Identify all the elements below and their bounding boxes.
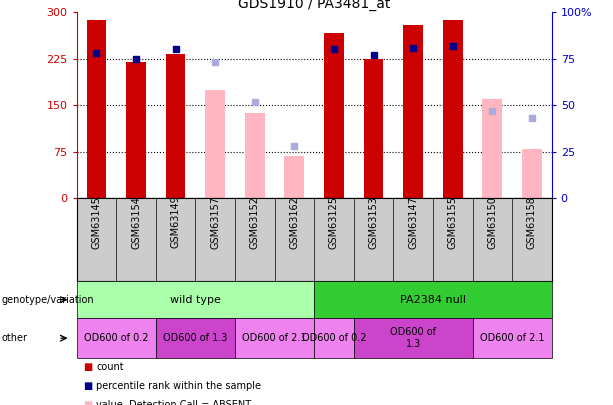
Text: ■: ■: [83, 362, 92, 371]
Bar: [156, 318, 235, 358]
Bar: [77, 281, 314, 318]
Text: other: other: [1, 333, 27, 343]
Bar: [126, 62, 146, 198]
Bar: [166, 54, 186, 198]
Text: OD600 of 0.2: OD600 of 0.2: [302, 333, 366, 343]
Text: count: count: [96, 362, 124, 371]
Text: OD600 of 2.1: OD600 of 2.1: [480, 333, 544, 343]
Text: PA2384 null: PA2384 null: [400, 295, 466, 305]
Text: wild type: wild type: [170, 295, 221, 305]
Bar: [354, 318, 473, 358]
Bar: [443, 20, 463, 198]
Text: OD600 of 0.2: OD600 of 0.2: [84, 333, 148, 343]
Bar: [77, 318, 156, 358]
Text: value, Detection Call = ABSENT: value, Detection Call = ABSENT: [96, 401, 251, 405]
Text: OD600 of
1.3: OD600 of 1.3: [390, 327, 436, 349]
Bar: [314, 281, 552, 318]
Text: ■: ■: [83, 401, 92, 405]
Title: GDS1910 / PA3481_at: GDS1910 / PA3481_at: [238, 0, 390, 11]
Bar: [284, 156, 304, 198]
Bar: [403, 25, 423, 198]
Bar: [86, 20, 106, 198]
Bar: [522, 149, 542, 198]
Text: percentile rank within the sample: percentile rank within the sample: [96, 381, 261, 391]
Bar: [324, 33, 344, 198]
Bar: [245, 113, 265, 198]
Text: OD600 of 2.1: OD600 of 2.1: [242, 333, 307, 343]
Bar: [473, 318, 552, 358]
Bar: [235, 318, 314, 358]
Text: genotype/variation: genotype/variation: [1, 295, 94, 305]
Bar: [482, 99, 502, 198]
Text: OD600 of 1.3: OD600 of 1.3: [163, 333, 227, 343]
Bar: [314, 318, 354, 358]
Bar: [205, 90, 225, 198]
Text: ■: ■: [83, 381, 92, 391]
Bar: [364, 59, 384, 198]
